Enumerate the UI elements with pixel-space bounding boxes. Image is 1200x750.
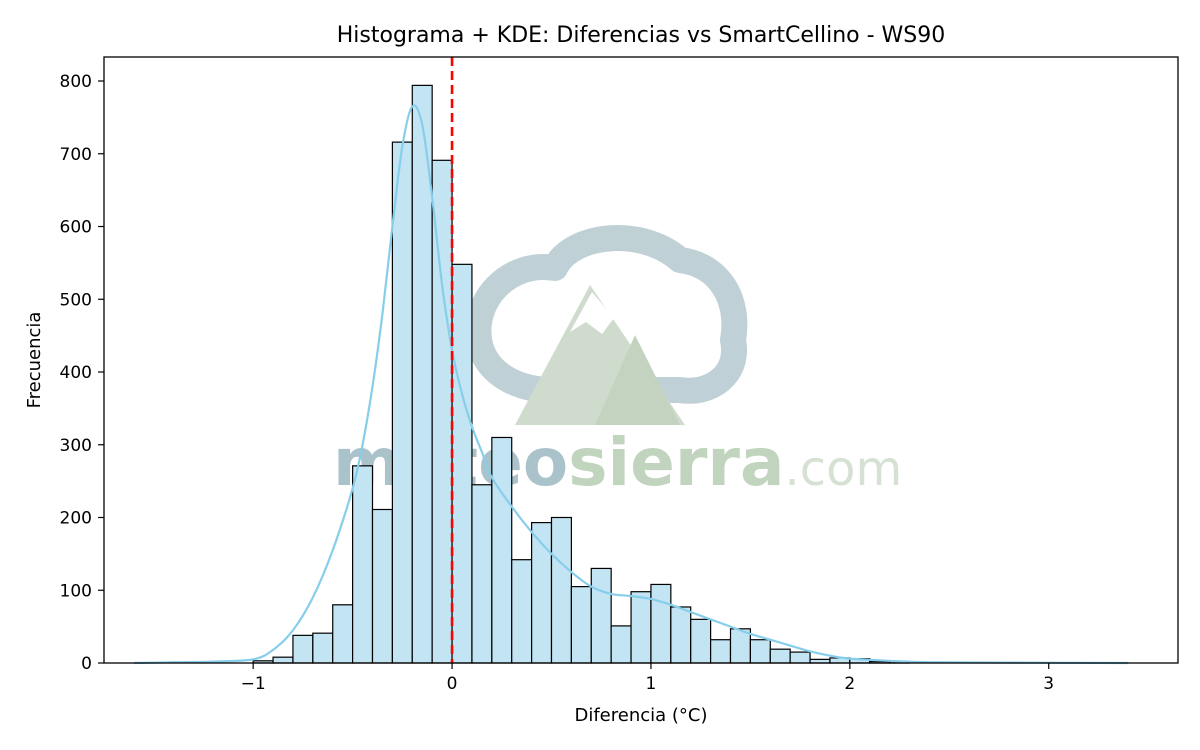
histogram-bar-13: [511, 559, 533, 664]
y-tick-label: 400: [60, 363, 92, 383]
histogram-bar-16: [570, 586, 592, 664]
plot-frame: [103, 56, 1179, 664]
histogram-bar-2: [292, 634, 314, 664]
histogram-bar-21: [670, 606, 692, 664]
x-tick-label: −1: [241, 674, 266, 694]
histogram-bars: [252, 84, 911, 664]
histogram-bar-19: [630, 591, 652, 664]
histogram-bar-26: [769, 648, 791, 664]
kde-line: [133, 104, 1129, 665]
x-axis-label: Diferencia (°C): [574, 705, 707, 726]
histogram-bar-5: [352, 465, 374, 664]
histogram-bar-6: [371, 508, 393, 664]
histogram-bar-23: [710, 639, 732, 664]
y-tick-label: 200: [60, 509, 92, 529]
y-tick-label: 300: [60, 436, 92, 456]
histogram-bar-20: [650, 583, 672, 664]
histogram-bar-18: [610, 625, 632, 664]
histogram-bar-3: [312, 632, 334, 664]
x-tick-label: 2: [844, 674, 855, 694]
histogram-bar-25: [749, 639, 771, 664]
histogram-bar-9: [431, 159, 453, 664]
histogram-bar-17: [590, 567, 612, 664]
histogram-bar-11: [471, 484, 493, 664]
histogram-bar-4: [332, 604, 354, 664]
histogram-bar-27: [789, 651, 811, 664]
y-tick-label: 0: [81, 654, 92, 674]
y-tick-label: 800: [60, 72, 92, 92]
y-tick-label: 700: [60, 145, 92, 165]
x-tick-label: 3: [1043, 674, 1054, 694]
histogram-bar-15: [550, 516, 572, 664]
histogram-bar-12: [491, 436, 513, 664]
y-axis-label: Frecuencia: [24, 312, 45, 409]
y-tick-label: 600: [60, 218, 92, 238]
histogram-bar-10: [451, 263, 473, 664]
cloud-mountain-icon: [465, 225, 748, 425]
histogram-bar-7: [391, 141, 413, 664]
x-axis: −1 0 1 2 3: [241, 663, 1054, 694]
x-tick-label: 1: [646, 674, 657, 694]
histogram-bar-1: [272, 656, 294, 664]
y-axis: 0 100 200 300 400 500 600 700 800: [60, 72, 104, 674]
y-tick-label: 100: [60, 581, 92, 601]
histogram-bar-22: [690, 618, 712, 664]
chart-title: Histograma + KDE: Diferencias vs SmartCe…: [337, 23, 946, 48]
y-tick-label: 500: [60, 290, 92, 310]
x-tick-label: 0: [447, 674, 458, 694]
